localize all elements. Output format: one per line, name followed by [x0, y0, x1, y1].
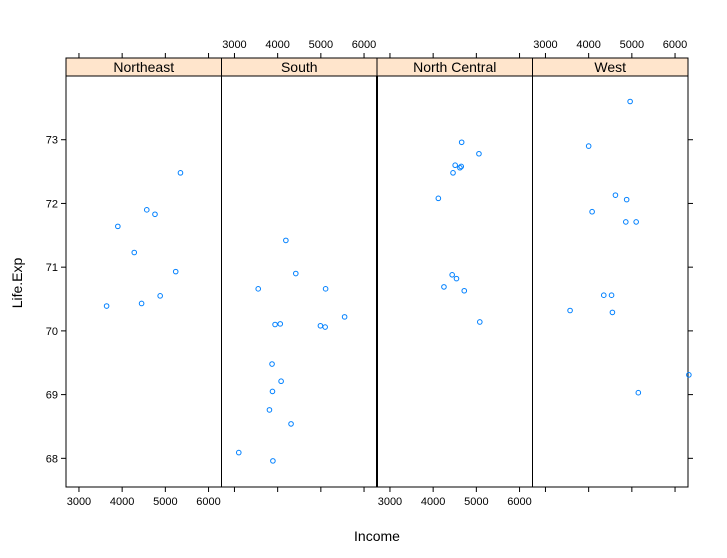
panel-frame: [532, 75, 689, 488]
data-point: [608, 292, 615, 299]
x-tick-label-bottom: 3000: [67, 496, 91, 508]
x-tick-label-top: 5000: [620, 39, 644, 51]
data-point: [143, 207, 150, 213]
data-point: [177, 170, 184, 176]
y-tick-label: 73: [46, 135, 58, 147]
data-point: [449, 272, 455, 278]
data-point: [138, 300, 145, 307]
data-point: [172, 268, 179, 275]
data-point: [322, 324, 328, 330]
x-tick-label-top: 4000: [265, 39, 289, 51]
data-point: [441, 284, 447, 290]
panel-frame: [376, 75, 533, 488]
x-tick-label-top: 6000: [352, 39, 376, 51]
data-point: [435, 195, 442, 202]
data-point: [633, 219, 639, 225]
y-tick-label: 71: [46, 262, 58, 274]
strip-label: North Central: [413, 59, 496, 75]
data-point: [288, 421, 294, 427]
data-point: [277, 321, 284, 327]
data-point: [341, 314, 348, 320]
data-point: [600, 292, 607, 299]
data-point: [476, 150, 482, 157]
data-point: [235, 449, 242, 456]
data-point: [157, 293, 163, 299]
data-point: [589, 208, 595, 215]
strip-label: South: [281, 59, 318, 75]
data-point: [635, 389, 642, 396]
data-point: [452, 162, 458, 169]
data-point: [131, 249, 138, 256]
data-point: [623, 219, 629, 225]
y-axis-label: Life.Exp: [9, 257, 25, 308]
data-point: [278, 378, 284, 385]
data-point: [115, 223, 121, 230]
data-point: [461, 287, 468, 294]
data-point: [609, 309, 616, 316]
data-point: [450, 170, 456, 176]
x-tick-label-top: 5000: [309, 39, 333, 51]
data-point: [612, 192, 619, 198]
data-point: [457, 164, 463, 171]
data-point: [152, 211, 158, 218]
data-point: [567, 307, 573, 314]
y-tick-label: 72: [46, 198, 58, 210]
axes-layer: 68 69 70 71 72 73 3000 4000 5000 6000 3000 4000 5000…: [46, 39, 693, 508]
data-point: [103, 303, 110, 309]
y-tick-label: 69: [46, 390, 58, 402]
x-tick-label-bottom: 6000: [507, 496, 531, 508]
data-point: [458, 163, 465, 170]
x-axis-label: Income: [354, 528, 400, 544]
x-tick-label-top: 3000: [222, 39, 246, 51]
x-tick-label-bottom: 4000: [110, 496, 134, 508]
data-point: [272, 321, 278, 328]
data-point: [266, 407, 273, 413]
data-point: [270, 458, 276, 464]
x-tick-label-bottom: 5000: [153, 496, 177, 508]
panel-north-central: North Central: [376, 57, 533, 488]
data-point: [283, 237, 289, 244]
data-point: [686, 372, 692, 378]
y-tick-label: 68: [46, 453, 58, 465]
data-point: [477, 319, 483, 325]
x-tick-label-bottom: 5000: [464, 496, 488, 508]
x-tick-label-bottom: 3000: [378, 496, 402, 508]
panel-northeast: Northeast: [65, 57, 222, 488]
data-point: [269, 388, 276, 395]
x-tick-label-bottom: 4000: [421, 496, 445, 508]
data-point: [292, 270, 299, 277]
panels-layer: Northeast South North Central West: [65, 57, 692, 488]
data-point: [627, 98, 633, 105]
x-tick-label-top: 6000: [663, 39, 687, 51]
x-tick-label-bottom: 6000: [196, 496, 220, 508]
panel-frame: [65, 75, 222, 488]
x-tick-label-top: 4000: [576, 39, 600, 51]
data-point: [322, 286, 329, 292]
data-point: [255, 286, 262, 292]
data-point: [269, 361, 275, 367]
panel-south: South: [221, 57, 378, 488]
strip-label: Northeast: [113, 59, 174, 75]
panel-frame: [221, 75, 378, 488]
y-tick-label: 70: [46, 326, 58, 338]
data-point: [458, 139, 465, 146]
x-tick-label-top: 3000: [533, 39, 557, 51]
panel-west: West: [532, 57, 692, 488]
strip-label: West: [594, 59, 626, 75]
data-point: [623, 196, 630, 203]
data-point: [585, 143, 592, 149]
data-point: [453, 275, 460, 282]
data-point: [317, 322, 324, 329]
